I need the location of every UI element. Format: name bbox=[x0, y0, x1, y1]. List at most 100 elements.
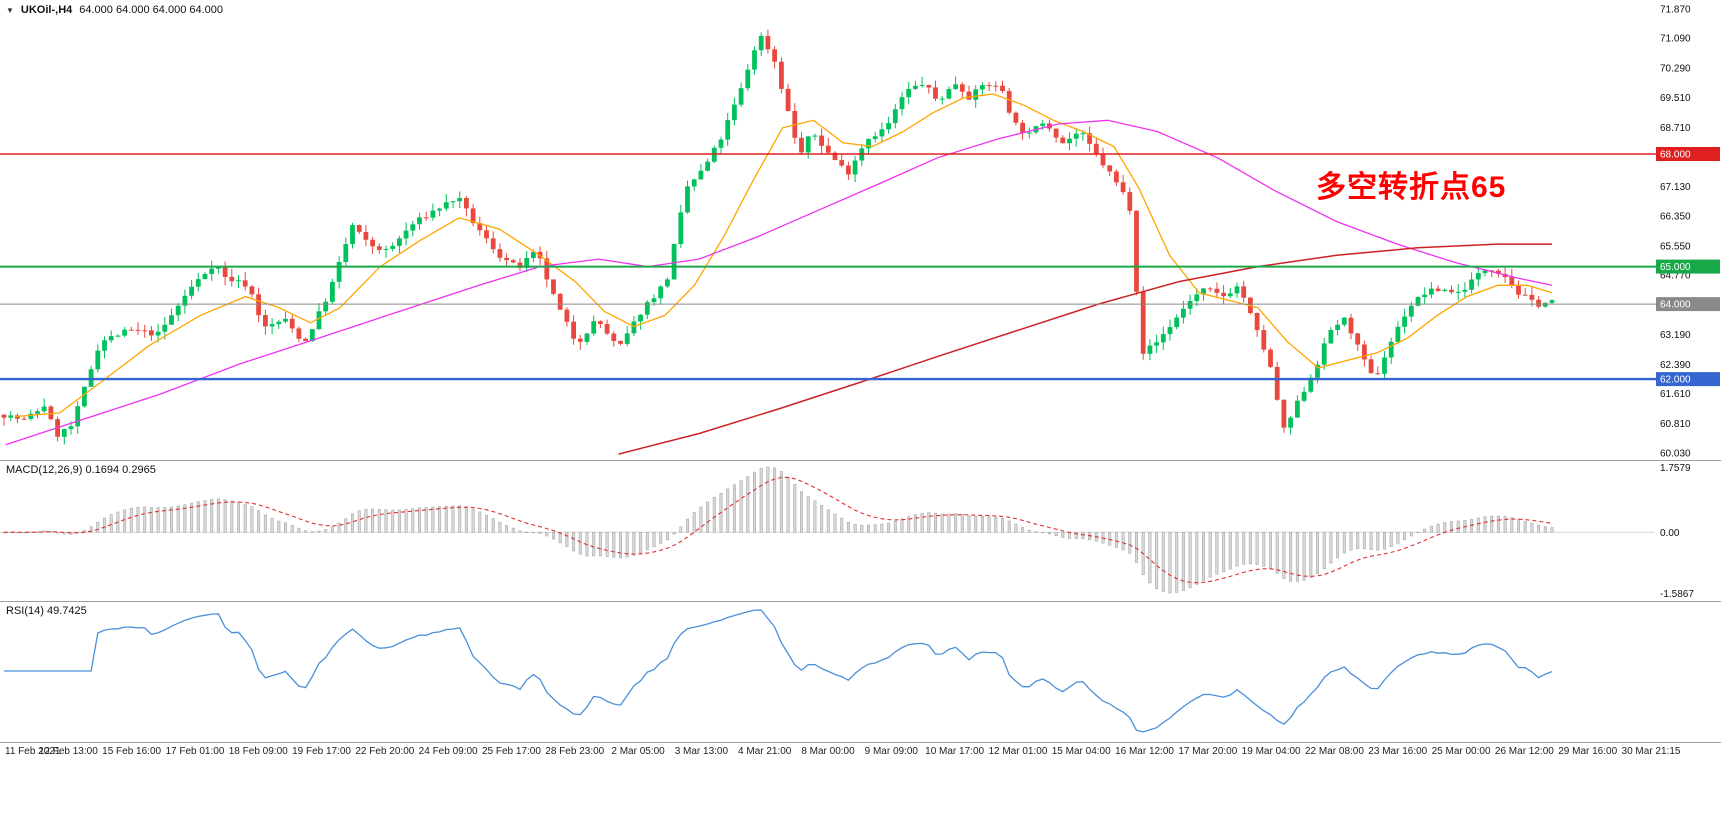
macd-bar bbox=[685, 518, 689, 533]
macd-bar bbox=[478, 511, 482, 533]
candle bbox=[1529, 294, 1535, 300]
candlestick-chart-canvas[interactable]: 71.870 71.090 70.290 69.510 68.710 67.130 66.3… bbox=[0, 0, 1721, 460]
candle bbox=[1181, 308, 1186, 318]
candle bbox=[604, 324, 610, 334]
macd-bar bbox=[424, 507, 428, 533]
macd-bar bbox=[565, 532, 569, 547]
macd-bar bbox=[980, 515, 984, 533]
macd-signal-line bbox=[4, 476, 1553, 584]
chevron-down-icon[interactable]: ▼ bbox=[6, 5, 14, 15]
macd-bar bbox=[1362, 532, 1366, 550]
time-label: 8 Mar 00:00 bbox=[801, 746, 855, 757]
symbol-header: ▼ UKOil-,H4 64.000 64.000 64.000 64.000 bbox=[6, 4, 223, 16]
macd-bar bbox=[706, 501, 710, 533]
time-label: 25 Feb 17:00 bbox=[481, 746, 541, 757]
time-label: 29 Mar 16:00 bbox=[1558, 746, 1618, 757]
candle bbox=[162, 324, 168, 332]
candle bbox=[1388, 341, 1394, 358]
macd-tick-min: -1.5867 bbox=[1660, 589, 1694, 600]
candle bbox=[779, 61, 784, 89]
candle bbox=[1549, 300, 1555, 303]
candle bbox=[1308, 377, 1314, 392]
candle bbox=[296, 328, 302, 339]
candle bbox=[423, 217, 429, 219]
candle bbox=[1335, 324, 1340, 330]
candle bbox=[732, 104, 737, 121]
candle bbox=[785, 88, 791, 111]
time-label: 3 Mar 13:00 bbox=[674, 746, 729, 757]
macd-bar bbox=[1336, 532, 1340, 559]
price-tick: 64.770 bbox=[1660, 271, 1691, 282]
candle bbox=[1040, 123, 1046, 127]
candle bbox=[1268, 349, 1273, 367]
macd-bar bbox=[531, 532, 535, 534]
candle bbox=[758, 35, 764, 51]
ma-slow-red bbox=[618, 243, 1552, 455]
rsi-indicator-panel[interactable]: RSI(14) 49.7425 bbox=[0, 602, 1721, 743]
macd-bar bbox=[89, 526, 93, 533]
macd-bar bbox=[511, 527, 515, 533]
candle bbox=[1328, 330, 1334, 344]
macd-bar bbox=[712, 496, 716, 533]
price-tick: 66.350 bbox=[1660, 211, 1691, 222]
support-line-65-badge-label: 65.000 bbox=[1660, 262, 1691, 273]
analyst-annotation: 多空转折点65 bbox=[1316, 171, 1507, 204]
macd-bar bbox=[29, 531, 33, 533]
macd-bar bbox=[498, 521, 502, 533]
macd-bar bbox=[1282, 532, 1286, 579]
time-label: 18 Feb 09:00 bbox=[228, 746, 288, 757]
candle bbox=[765, 35, 771, 50]
candle bbox=[906, 88, 912, 98]
macd-bar bbox=[1135, 532, 1139, 563]
macd-bar bbox=[1202, 532, 1206, 581]
candle bbox=[1375, 373, 1381, 375]
macd-bar bbox=[1081, 532, 1085, 540]
macd-bar bbox=[1108, 532, 1112, 546]
macd-bar bbox=[860, 524, 864, 533]
macd-bar bbox=[505, 525, 509, 533]
macd-chart-canvas[interactable]: 1.7579 0.00 -1.5867 bbox=[0, 461, 1721, 601]
candle bbox=[959, 84, 965, 92]
macd-bar bbox=[625, 532, 629, 558]
candle bbox=[155, 331, 161, 336]
candle bbox=[403, 230, 409, 239]
candle bbox=[1147, 345, 1153, 354]
candle bbox=[598, 321, 603, 324]
price-tick: 68.710 bbox=[1660, 123, 1691, 134]
candle bbox=[175, 305, 181, 316]
time-axis[interactable]: 11 Feb 2021 12 Feb 13:00 15 Feb 16:00 17 Fe… bbox=[0, 743, 1721, 765]
candle bbox=[417, 217, 422, 225]
candle bbox=[1000, 85, 1005, 91]
macd-bar bbox=[853, 524, 857, 533]
rsi-chart-canvas[interactable] bbox=[0, 602, 1721, 742]
macd-bar bbox=[1155, 532, 1159, 590]
time-label: 30 Mar 21:15 bbox=[1621, 746, 1681, 757]
macd-bar bbox=[176, 505, 180, 533]
candle bbox=[330, 281, 335, 302]
macd-indicator-panel[interactable]: 1.7579 0.00 -1.5867 MACD(12,26,9) 0.1694 0… bbox=[0, 461, 1721, 602]
candle bbox=[698, 170, 704, 180]
candle bbox=[832, 152, 838, 160]
macd-bar bbox=[793, 483, 797, 533]
candle bbox=[752, 50, 757, 70]
macd-bar bbox=[350, 513, 354, 533]
macd-bar bbox=[464, 506, 468, 533]
candle bbox=[464, 198, 469, 209]
macd-scale[interactable]: 1.7579 0.00 -1.5867 bbox=[1660, 463, 1694, 600]
price-scale[interactable]: 71.870 71.090 70.290 69.510 68.710 67.130 66.3… bbox=[1660, 4, 1691, 459]
candle bbox=[1174, 317, 1180, 328]
macd-bar bbox=[1456, 520, 1460, 533]
candle bbox=[986, 85, 992, 87]
candle bbox=[1429, 288, 1434, 295]
current-price-line-badge-label: 64.000 bbox=[1660, 300, 1691, 311]
candle bbox=[410, 224, 416, 231]
candle bbox=[222, 267, 228, 277]
macd-bar bbox=[752, 471, 756, 533]
price-chart-panel[interactable]: 71.870 71.090 70.290 69.510 68.710 67.130 66.3… bbox=[0, 0, 1721, 461]
time-label: 11 Feb 2021 bbox=[5, 746, 61, 757]
macd-bar bbox=[263, 514, 267, 533]
macd-bar bbox=[920, 512, 924, 533]
macd-bar bbox=[1383, 532, 1387, 550]
candle bbox=[1053, 128, 1059, 138]
macd-bar bbox=[1530, 522, 1534, 533]
